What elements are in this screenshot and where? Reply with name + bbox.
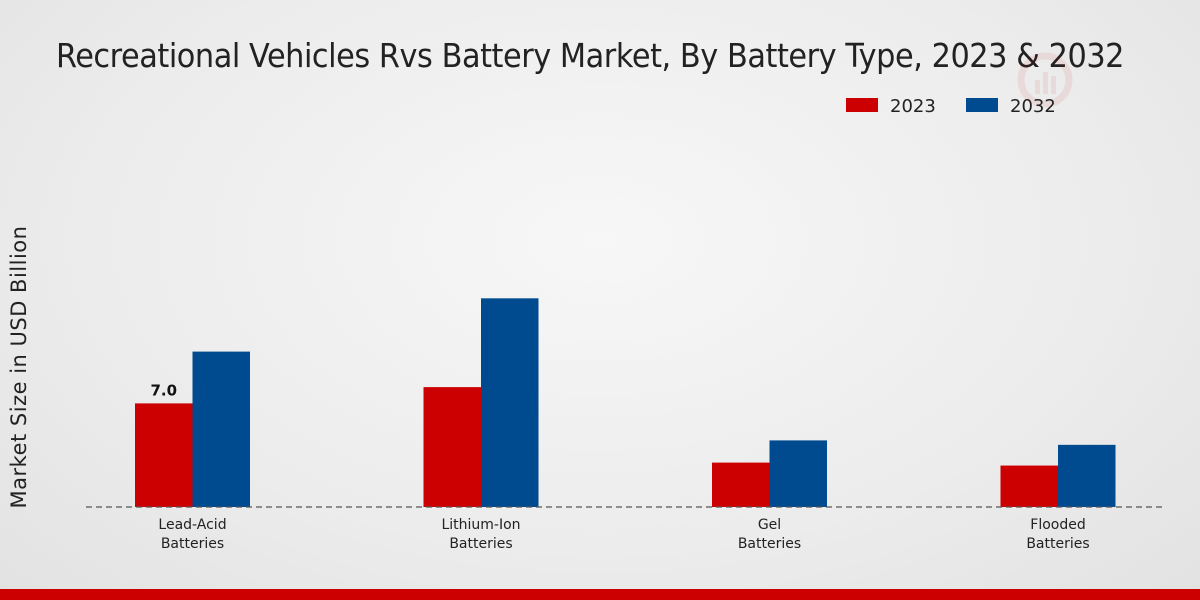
bar-2032-lead-acid [192, 351, 250, 507]
bar-2023-gel [712, 462, 770, 507]
bar-2032-lithium-ion [481, 298, 539, 507]
bottom-accent-bar [0, 589, 1200, 600]
legend-label-2032: 2032 [1010, 96, 1056, 117]
bars-group [135, 298, 1116, 507]
y-axis-label: Market Size in USD Billion [7, 226, 31, 509]
bar-2023-lithium-ion [423, 387, 481, 507]
legend-swatch-2032 [966, 98, 998, 112]
data-label: 7.0 [150, 381, 177, 399]
legend-label-2023: 2023 [890, 96, 936, 117]
legend: 2023 2032 [846, 96, 1056, 117]
x-tick-labels: Lead-Acid Batteries Lithium-Ion Batteries Ge… [158, 517, 1089, 552]
x-tick-label: Flooded Batteries [1026, 517, 1089, 552]
watermark-logo-icon [1017, 52, 1073, 108]
bar-2023-lead-acid [135, 403, 193, 507]
x-tick-label: Lithium-Ion Batteries [441, 517, 520, 552]
data-labels-group: 7.0 [150, 381, 177, 399]
bar-2023-flooded [1000, 465, 1058, 507]
chart-title: Recreational Vehicles Rvs Battery Market… [55, 36, 1125, 75]
legend-swatch-2023 [846, 98, 878, 112]
bar-2032-flooded [1058, 444, 1116, 507]
x-tick-label: Lead-Acid Batteries [158, 517, 226, 552]
bar-2032-gel [769, 440, 827, 507]
x-tick-label: Gel Batteries [738, 517, 801, 552]
